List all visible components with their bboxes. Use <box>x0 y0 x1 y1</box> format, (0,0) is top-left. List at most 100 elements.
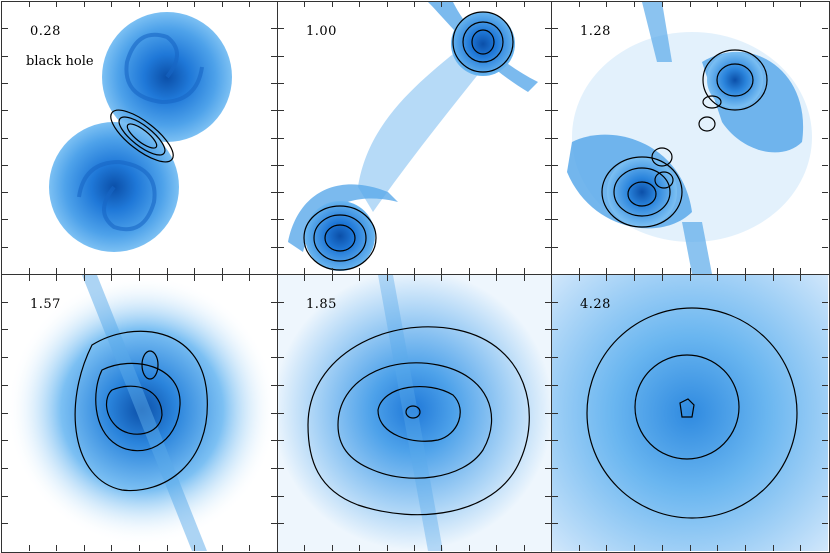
time-label: 1.85 <box>306 297 337 312</box>
tick-mark <box>56 268 57 274</box>
tick-mark <box>524 275 525 281</box>
tick-mark <box>2 165 8 166</box>
tick-mark <box>800 545 801 551</box>
tick-mark <box>359 275 360 281</box>
tick-mark <box>545 496 551 497</box>
tick-mark <box>56 275 57 281</box>
tick-mark <box>414 1 415 7</box>
tick-mark <box>271 440 277 441</box>
tick-mark <box>278 440 284 441</box>
time-label: 1.28 <box>580 24 611 39</box>
density-contours <box>307 326 530 516</box>
tick-mark <box>822 302 828 303</box>
tick-mark <box>84 545 85 551</box>
vertical-stream <box>642 2 672 62</box>
tick-mark <box>822 413 828 414</box>
tick-mark <box>139 545 140 551</box>
tick-mark <box>822 468 828 469</box>
tick-mark <box>2 329 8 330</box>
tick-mark <box>800 275 801 281</box>
tick-mark <box>2 413 8 414</box>
tick-mark <box>606 1 607 7</box>
tick-mark <box>271 110 277 111</box>
tick-mark <box>469 268 470 274</box>
panel-divider-v2 <box>551 1 552 552</box>
tick-mark <box>545 302 551 303</box>
tick-mark <box>2 440 8 441</box>
tick-mark <box>271 56 277 57</box>
tick-mark <box>278 357 284 358</box>
tick-mark <box>545 219 551 220</box>
tick-mark <box>745 268 746 274</box>
tick-mark <box>800 1 801 7</box>
tick-mark <box>634 268 635 274</box>
tick-mark <box>545 440 551 441</box>
tick-mark <box>606 275 607 281</box>
tick-mark <box>552 110 558 111</box>
tick-mark <box>304 545 305 551</box>
tick-mark <box>271 329 277 330</box>
tick-mark <box>822 219 828 220</box>
tick-mark <box>579 1 580 7</box>
tick-mark <box>717 275 718 281</box>
tick-mark <box>717 1 718 7</box>
tick-mark <box>496 268 497 274</box>
tick-mark <box>278 138 284 139</box>
tick-mark <box>414 275 415 281</box>
tick-mark <box>56 545 57 551</box>
panel-t-1-57: 1.57 <box>2 275 277 551</box>
tick-mark <box>690 545 691 551</box>
tick-mark <box>167 1 168 7</box>
panel-divider-v1 <box>277 1 278 552</box>
tick-mark <box>271 28 277 29</box>
tidal-stream <box>82 275 207 551</box>
tick-mark <box>271 523 277 524</box>
tick-mark <box>332 268 333 274</box>
tick-mark <box>271 357 277 358</box>
tick-mark <box>278 385 284 386</box>
tidal-tail-lower <box>288 184 398 252</box>
tick-mark <box>278 329 284 330</box>
tick-mark <box>745 545 746 551</box>
tick-mark <box>822 56 828 57</box>
tick-mark <box>552 302 558 303</box>
tick-mark <box>2 523 8 524</box>
tick-mark <box>271 468 277 469</box>
time-label: 0.28 <box>30 24 61 39</box>
tick-mark <box>662 268 663 274</box>
tick-mark <box>634 275 635 281</box>
tick-mark <box>545 83 551 84</box>
tick-mark <box>717 545 718 551</box>
tick-mark <box>304 268 305 274</box>
tick-mark <box>545 385 551 386</box>
tick-mark <box>552 468 558 469</box>
tick-mark <box>524 268 525 274</box>
tick-mark <box>249 1 250 7</box>
tick-mark <box>552 496 558 497</box>
tick-mark <box>278 165 284 166</box>
tick-mark <box>111 545 112 551</box>
tick-mark <box>545 247 551 248</box>
tidal-stream <box>378 275 443 551</box>
tick-mark <box>271 165 277 166</box>
tick-mark <box>271 192 277 193</box>
tick-mark <box>441 275 442 281</box>
tick-mark <box>139 1 140 7</box>
tick-mark <box>111 1 112 7</box>
tick-mark <box>822 496 828 497</box>
tick-mark <box>545 413 551 414</box>
tick-mark <box>167 275 168 281</box>
tick-mark <box>822 357 828 358</box>
tick-mark <box>662 1 663 7</box>
galaxy-disk-upper <box>102 12 232 142</box>
tick-mark <box>359 1 360 7</box>
tick-mark <box>249 545 250 551</box>
tick-mark <box>545 56 551 57</box>
tick-mark <box>167 268 168 274</box>
tick-mark <box>2 83 8 84</box>
tick-mark <box>545 110 551 111</box>
tick-mark <box>2 56 8 57</box>
tick-mark <box>271 219 277 220</box>
tick-mark <box>278 219 284 220</box>
